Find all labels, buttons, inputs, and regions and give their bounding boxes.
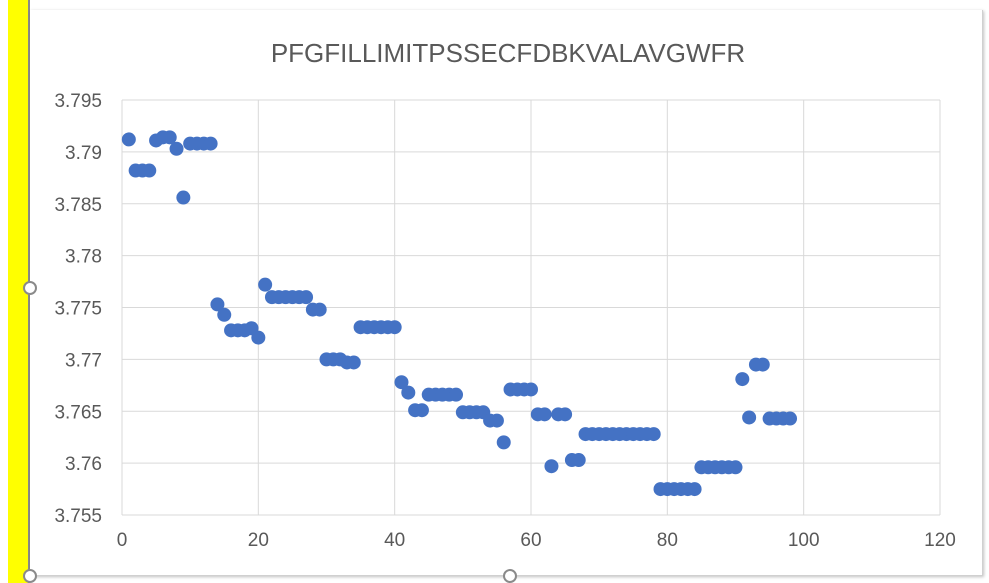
data-point [394,375,409,390]
x-tick-label: 40 [384,530,405,551]
y-tick-label: 3.77 [65,350,102,371]
data-point [537,407,552,422]
resize-handle-bottom-middle[interactable] [503,569,517,583]
y-tick-label: 3.765 [54,402,102,423]
y-tick-label: 3.755 [54,506,102,527]
data-point [489,413,504,428]
data-point [169,141,184,156]
scatter-chart: PFGFILLIMITPSSECFDBKVALAVGWFR 3.7553.763… [54,38,955,551]
y-tick-label: 3.775 [54,299,102,320]
data-point [735,372,750,387]
gridlines [121,99,941,516]
data-point [346,355,361,370]
x-tick-label: 80 [657,530,678,551]
data-point [558,407,573,422]
y-tick-label: 3.785 [54,195,102,216]
data-point [299,290,314,305]
data-points [121,130,798,497]
data-point [496,435,511,450]
resize-handle-left-middle[interactable] [23,281,37,295]
x-tick-label: 0 [117,530,128,551]
data-point [524,382,538,397]
data-point [728,460,743,475]
data-point [142,163,157,178]
data-point [783,411,798,426]
data-point [387,320,402,335]
x-tick-label: 60 [520,530,541,551]
data-point [544,459,559,474]
data-point [258,277,273,292]
data-point [312,302,327,317]
selection-highlight-bar [8,0,29,583]
chart-title: PFGFILLIMITPSSECFDBKVALAVGWFR [271,38,745,68]
x-tick-label: 120 [924,530,956,551]
data-point [646,427,661,442]
data-point [121,132,136,147]
data-point [571,453,586,468]
data-point [401,385,416,400]
resize-handle-bottom-left[interactable] [23,569,37,583]
x-tick-label: 100 [788,530,820,551]
tick-labels: 3.755 3.76 3.765 3.77 3.775 3.78 3.785 3.79 3.79… [54,91,955,551]
y-tick-label: 3.76 [65,454,102,475]
data-point [203,136,218,151]
data-point [217,307,232,322]
data-point [414,403,429,418]
data-point [687,482,702,497]
data-point [251,330,266,345]
y-tick-label: 3.795 [54,91,102,112]
data-point [210,297,225,312]
data-point [176,190,191,205]
data-point [449,387,464,402]
data-point [162,130,177,145]
chart-area[interactable]: PFGFILLIMITPSSECFDBKVALAVGWFR 3.755 3.76 3… [30,10,983,576]
y-tick-label: 3.79 [65,143,102,164]
data-point [755,357,770,372]
data-point [742,410,757,425]
x-tick-label: 20 [248,530,269,551]
y-tick-label: 3.78 [65,247,102,268]
